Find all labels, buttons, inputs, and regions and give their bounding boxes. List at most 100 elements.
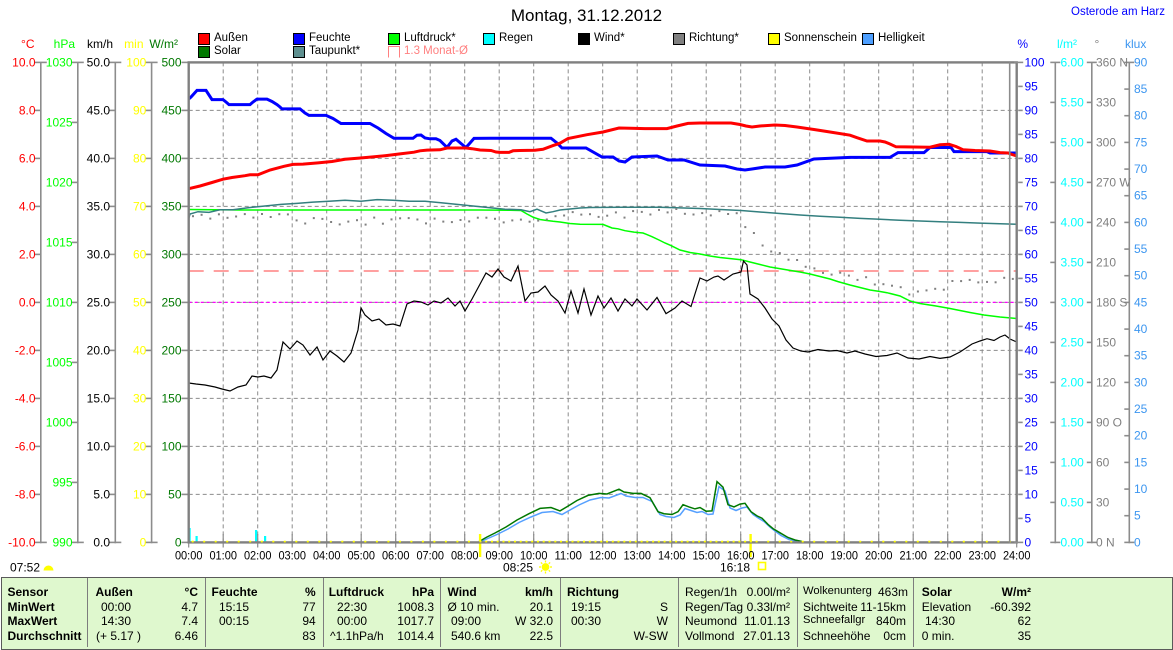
svg-text:240: 240 bbox=[1096, 215, 1116, 229]
svg-text:40: 40 bbox=[1025, 343, 1039, 357]
svg-text:1.00: 1.00 bbox=[1061, 455, 1085, 469]
svg-text:0: 0 bbox=[1134, 535, 1141, 549]
svg-text:0.50: 0.50 bbox=[1061, 495, 1085, 509]
svg-text:1030: 1030 bbox=[46, 55, 73, 69]
svg-text:4.00: 4.00 bbox=[1061, 215, 1085, 229]
svg-text:6.00: 6.00 bbox=[1061, 55, 1085, 69]
svg-text:90: 90 bbox=[1134, 55, 1148, 69]
svg-text:0.0: 0.0 bbox=[93, 535, 110, 549]
svg-text:80: 80 bbox=[133, 151, 147, 165]
svg-text:20: 20 bbox=[1134, 429, 1148, 443]
svg-text:60: 60 bbox=[133, 247, 147, 261]
svg-text:0: 0 bbox=[1025, 535, 1032, 549]
svg-text:8.0: 8.0 bbox=[19, 103, 36, 117]
svg-text:11:00: 11:00 bbox=[554, 549, 582, 563]
svg-text:95: 95 bbox=[1025, 79, 1039, 93]
svg-text:6.0: 6.0 bbox=[19, 151, 36, 165]
svg-text:5: 5 bbox=[1134, 509, 1141, 523]
svg-text:0.00: 0.00 bbox=[1061, 535, 1085, 549]
svg-text:W/m²: W/m² bbox=[149, 37, 178, 51]
svg-text:20: 20 bbox=[1025, 439, 1039, 453]
svg-text:80: 80 bbox=[1134, 109, 1148, 123]
svg-text:50: 50 bbox=[1134, 269, 1148, 283]
svg-text:10:00: 10:00 bbox=[520, 549, 548, 563]
svg-text:19:00: 19:00 bbox=[830, 549, 858, 563]
svg-text:270 W: 270 W bbox=[1096, 175, 1131, 189]
svg-text:24:00: 24:00 bbox=[1003, 549, 1031, 563]
svg-text:30: 30 bbox=[133, 391, 147, 405]
svg-text:30: 30 bbox=[1096, 495, 1110, 509]
svg-text:60: 60 bbox=[1096, 455, 1110, 469]
svg-text:23:00: 23:00 bbox=[968, 549, 996, 563]
svg-text:1020: 1020 bbox=[46, 175, 73, 189]
svg-text:-2.0: -2.0 bbox=[15, 343, 36, 357]
svg-text:-4.0: -4.0 bbox=[15, 391, 36, 405]
svg-text:35: 35 bbox=[1134, 349, 1148, 363]
svg-text:5.00: 5.00 bbox=[1061, 135, 1085, 149]
svg-text:90: 90 bbox=[133, 103, 147, 117]
svg-text:995: 995 bbox=[52, 475, 72, 489]
svg-text:25.0: 25.0 bbox=[87, 295, 111, 309]
svg-text:150: 150 bbox=[161, 391, 181, 405]
svg-text:2.0: 2.0 bbox=[19, 247, 36, 261]
svg-text:300: 300 bbox=[1096, 135, 1116, 149]
svg-text:-8.0: -8.0 bbox=[15, 487, 36, 501]
svg-text:350: 350 bbox=[161, 199, 181, 213]
svg-text:65: 65 bbox=[1025, 223, 1039, 237]
svg-text:250: 250 bbox=[161, 295, 181, 309]
svg-text:klux: klux bbox=[1125, 37, 1146, 51]
svg-text:50.0: 50.0 bbox=[87, 55, 111, 69]
svg-text:10.0: 10.0 bbox=[87, 439, 111, 453]
svg-text:17:00: 17:00 bbox=[761, 549, 789, 563]
svg-text:14:00: 14:00 bbox=[658, 549, 686, 563]
svg-text:100: 100 bbox=[1025, 55, 1045, 69]
svg-text:1025: 1025 bbox=[46, 115, 73, 129]
svg-text:100: 100 bbox=[161, 439, 181, 453]
svg-text:l/m²: l/m² bbox=[1057, 37, 1077, 51]
svg-text:80: 80 bbox=[1025, 151, 1039, 165]
svg-text:-6.0: -6.0 bbox=[15, 439, 36, 453]
svg-text:400: 400 bbox=[161, 151, 181, 165]
svg-text:5: 5 bbox=[1025, 511, 1032, 525]
svg-text:%: % bbox=[1017, 37, 1028, 51]
svg-text:300: 300 bbox=[161, 247, 181, 261]
svg-text:4.50: 4.50 bbox=[1061, 175, 1085, 189]
svg-text:3.00: 3.00 bbox=[1061, 295, 1085, 309]
svg-text:16:18: 16:18 bbox=[720, 561, 750, 575]
svg-text:05:00: 05:00 bbox=[347, 549, 375, 563]
svg-text:09:00: 09:00 bbox=[485, 549, 513, 563]
svg-text:45.0: 45.0 bbox=[87, 103, 111, 117]
svg-text:15.0: 15.0 bbox=[87, 391, 111, 405]
svg-text:10: 10 bbox=[1025, 487, 1039, 501]
svg-text:20:00: 20:00 bbox=[865, 549, 893, 563]
svg-text:21:00: 21:00 bbox=[899, 549, 927, 563]
svg-text:30: 30 bbox=[1025, 391, 1039, 405]
svg-text:85: 85 bbox=[1134, 82, 1148, 96]
svg-text:40.0: 40.0 bbox=[87, 151, 111, 165]
svg-text:70: 70 bbox=[1025, 199, 1039, 213]
svg-text:60: 60 bbox=[1134, 215, 1148, 229]
svg-text:25: 25 bbox=[1025, 415, 1039, 429]
svg-text:55: 55 bbox=[1134, 242, 1148, 256]
svg-text:10.0: 10.0 bbox=[12, 55, 36, 69]
svg-text:km/h: km/h bbox=[87, 37, 113, 51]
svg-text:°: ° bbox=[1095, 37, 1100, 51]
svg-text:5.0: 5.0 bbox=[93, 487, 110, 501]
svg-text:0.0: 0.0 bbox=[19, 295, 36, 309]
svg-text:20: 20 bbox=[133, 439, 147, 453]
svg-text:450: 450 bbox=[161, 103, 181, 117]
svg-text:1000: 1000 bbox=[46, 415, 73, 429]
svg-text:min: min bbox=[124, 37, 143, 51]
svg-text:03:00: 03:00 bbox=[278, 549, 306, 563]
svg-text:07:52: 07:52 bbox=[10, 561, 40, 575]
svg-text:07:00: 07:00 bbox=[416, 549, 444, 563]
svg-text:10: 10 bbox=[133, 487, 147, 501]
svg-text:1010: 1010 bbox=[46, 295, 73, 309]
svg-text:65: 65 bbox=[1134, 189, 1148, 203]
svg-text:75: 75 bbox=[1025, 175, 1039, 189]
svg-text:90: 90 bbox=[1025, 103, 1039, 117]
svg-text:35.0: 35.0 bbox=[87, 199, 111, 213]
svg-text:5.50: 5.50 bbox=[1061, 95, 1085, 109]
svg-text:00:00: 00:00 bbox=[175, 549, 203, 563]
svg-text:75: 75 bbox=[1134, 135, 1148, 149]
